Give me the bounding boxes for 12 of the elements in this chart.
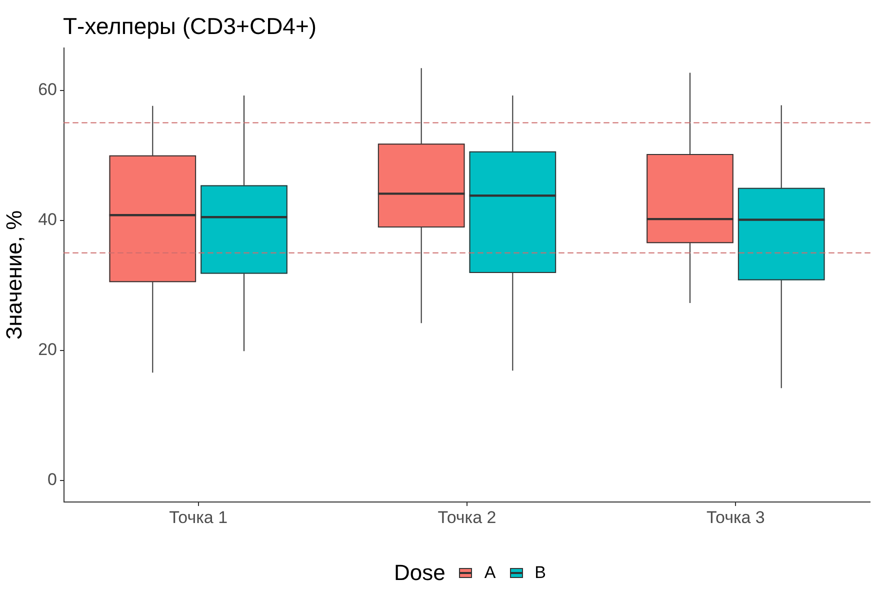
x-tick-label: Точка 2 — [438, 508, 496, 527]
legend-title: Dose — [394, 560, 446, 586]
x-tick-label: Точка 1 — [169, 508, 228, 527]
y-axis-title: Значение, % — [1, 210, 26, 340]
y-tick-label: 40 — [38, 210, 57, 230]
chart-title: Т-хелперы (CD3+CD4+) — [63, 13, 317, 40]
y-tick-label: 60 — [38, 80, 57, 99]
legend-label: B — [534, 563, 546, 583]
y-tick-label: 0 — [48, 470, 57, 490]
y-tick-label: 20 — [38, 340, 57, 360]
x-tick-label: Точка 3 — [706, 508, 765, 527]
legend-label: A — [484, 563, 496, 583]
